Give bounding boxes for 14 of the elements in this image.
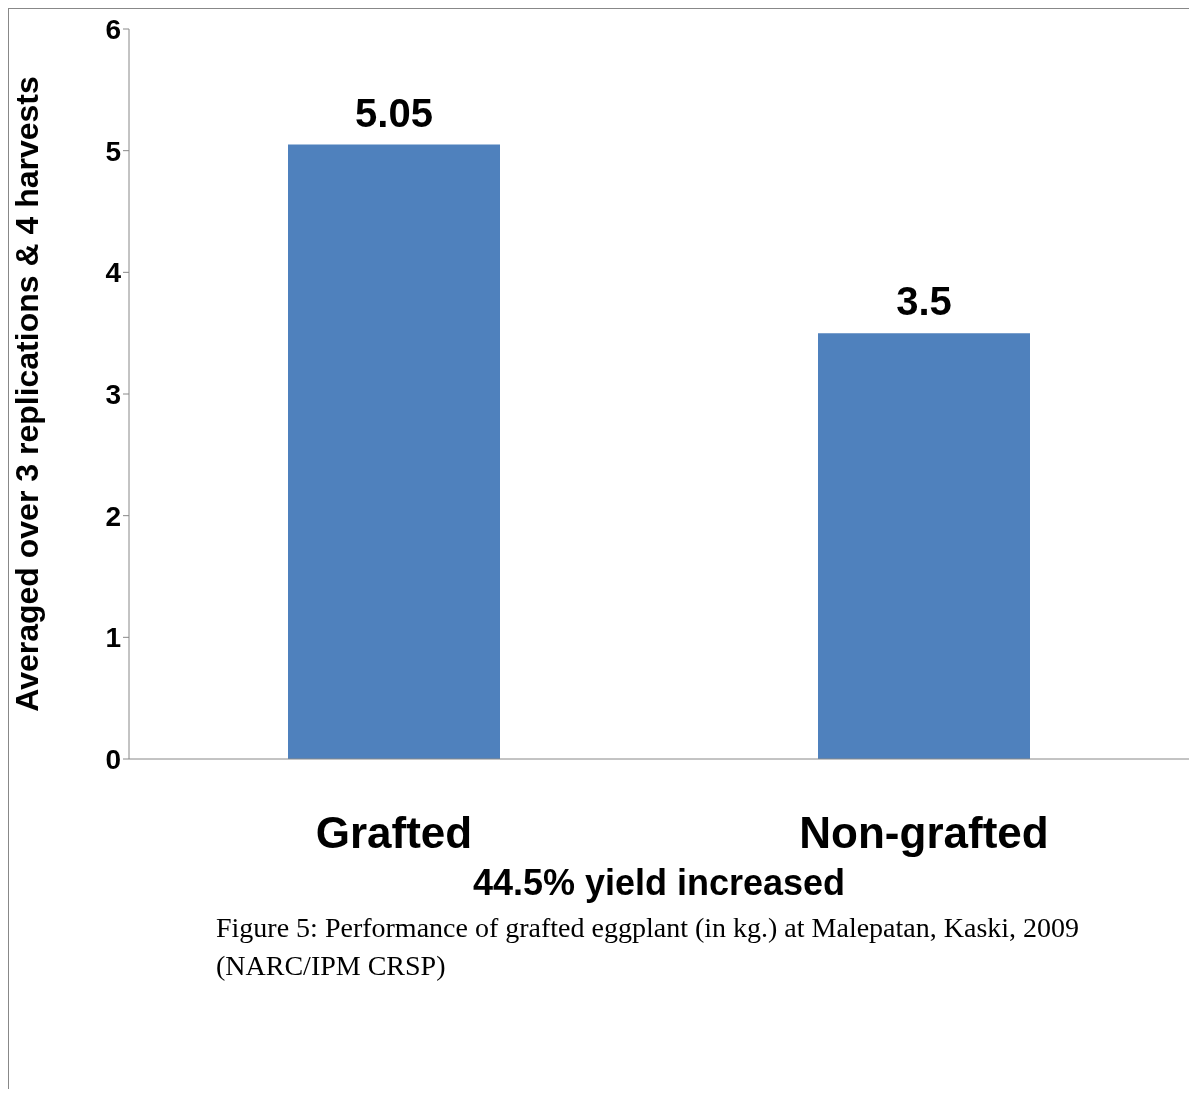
y-tick-label: 3 — [105, 378, 121, 410]
y-tick-label: 1 — [105, 622, 121, 654]
y-tick-label: 0 — [105, 743, 121, 775]
y-tick-label: 2 — [105, 500, 121, 532]
data-label: 5.05 — [355, 90, 433, 135]
data-label: 3.5 — [896, 279, 952, 324]
y-tick-label: 5 — [105, 135, 121, 167]
y-tick-label: 4 — [105, 257, 122, 289]
y-tick-label: 6 — [105, 13, 121, 45]
x-axis-title: 44.5% yield increased — [472, 862, 846, 903]
caption: Figure 5: Performance of grafted eggplant (in kg.) at Malepatan, Kaski, 2009 (NARC/IPM CRSP) — [216, 911, 1081, 983]
x-tick-label: Non-grafted — [799, 808, 1049, 858]
y-axis-title: Averaged over 3 replications & 4 harvests — [9, 76, 46, 712]
x-tick-label: Grafted — [315, 808, 473, 858]
